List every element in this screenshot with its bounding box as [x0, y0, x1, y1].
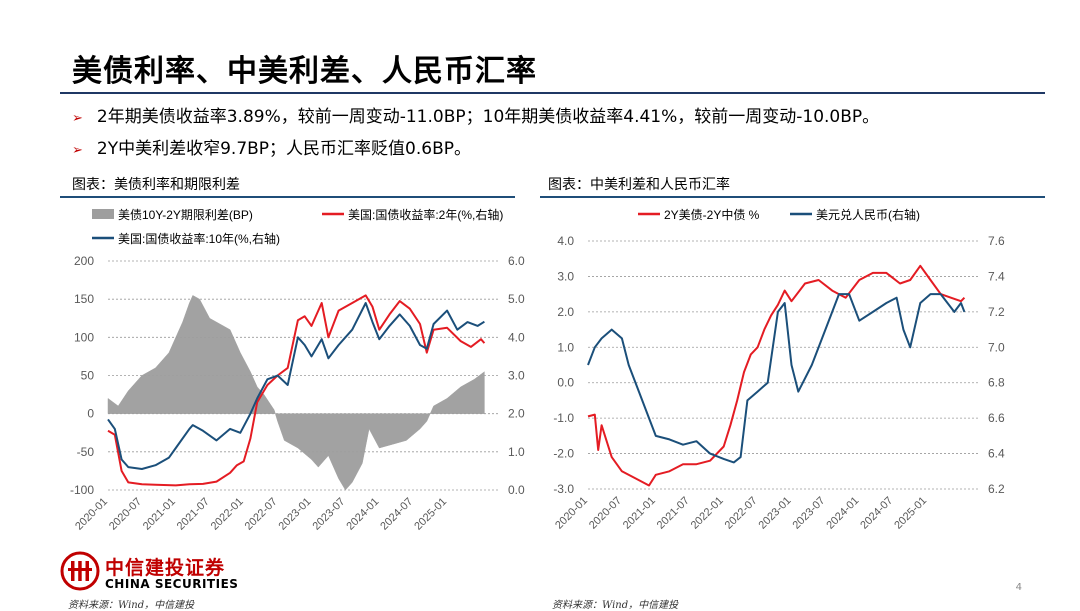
x-axis-tick-label: 2022-01: [689, 495, 726, 532]
legend-label: 美国:国债收益率:10年(%,右轴): [118, 231, 280, 246]
x-axis-tick-label: 2020-07: [107, 496, 144, 533]
series-line-1-0: [587, 264, 966, 487]
series-line-0-1: [107, 294, 486, 487]
right-axis-tick-label: 6.0: [508, 254, 525, 268]
x-axis-tick-label: 2021-01: [141, 496, 178, 533]
left-axis-tick-label: 0: [87, 407, 94, 421]
left-axis-tick-label: -1.0: [553, 411, 574, 425]
series-area-term-spread: [107, 295, 485, 491]
china-securities-logo: [60, 551, 100, 595]
figure-title-right: 图表：中美利差和人民币汇率: [548, 177, 730, 193]
left-axis-tick-label: -100: [70, 483, 94, 497]
right-axis-tick-label: 6.8: [988, 376, 1005, 390]
x-axis-tick-label: 2024-01: [344, 496, 381, 533]
right-axis-tick-label: 7.0: [988, 340, 1005, 354]
figure-rule-left: [60, 196, 515, 198]
logo-text-en: CHINA SECURITIES: [105, 577, 239, 591]
left-axis-tick-label: 100: [74, 330, 94, 344]
x-axis-tick-label: 2022-07: [243, 496, 280, 533]
bullet-arrow-icon: ➢: [72, 111, 83, 126]
figure-title-left: 图表：美债利率和期限利差: [72, 177, 240, 193]
x-axis-tick-label: 2021-01: [621, 495, 658, 532]
right-axis-tick-label: 7.6: [988, 234, 1005, 248]
page-number: 4: [1015, 582, 1022, 593]
legend-swatch: [92, 209, 114, 219]
x-axis-tick-label: 2020-01: [73, 496, 110, 533]
left-axis-tick-label: -2.0: [553, 447, 574, 461]
legend-label: 美债10Y-2Y期限利差(BP): [118, 208, 253, 222]
title-rule: [60, 92, 1045, 94]
bullet-arrow-icon: ➢: [72, 143, 83, 158]
x-axis-tick-label: 2025-01: [892, 495, 929, 532]
x-axis-tick-label: 2022-01: [209, 496, 246, 533]
right-axis-tick-label: 1.0: [508, 445, 525, 459]
x-axis-tick-label: 2023-01: [757, 495, 794, 532]
x-axis-tick-label: 2022-07: [723, 495, 760, 532]
right-axis-tick-label: 7.2: [988, 305, 1005, 319]
left-axis-tick-label: 150: [74, 292, 94, 306]
source-note-left: 资料来源：Wind，中信建投: [68, 600, 195, 611]
right-axis-tick-label: 4.0: [508, 330, 525, 344]
right-axis-tick-label: 6.6: [988, 411, 1005, 425]
bullet-text: 2年期美债收益率3.89%，较前一周变动-11.0BP；10年期美债收益率4.4…: [96, 107, 880, 127]
left-axis-tick-label: 3.0: [557, 269, 574, 283]
bullet-item: ➢ 2Y中美利差收窄9.7BP；人民币汇率贬值0.6BP。: [72, 134, 471, 159]
x-axis-tick-label: 2021-07: [175, 496, 212, 533]
source-note-right: 资料来源：Wind，中信建投: [552, 600, 679, 611]
left-axis-tick-label: 2.0: [557, 305, 574, 319]
right-axis-tick-label: 7.4: [988, 269, 1005, 283]
x-axis-tick-label: 2023-07: [310, 496, 347, 533]
right-axis-tick-label: 6.2: [988, 482, 1005, 496]
left-axis-tick-label: 4.0: [557, 234, 574, 248]
right-axis-tick-label: 2.0: [508, 407, 525, 421]
bullet-text: 2Y中美利差收窄9.7BP；人民币汇率贬值0.6BP。: [96, 139, 472, 159]
left-axis-tick-label: -50: [77, 445, 95, 459]
x-axis-tick-label: 2024-07: [858, 495, 895, 532]
left-axis-tick-label: 50: [81, 369, 95, 383]
x-axis-tick-label: 2020-01: [553, 495, 590, 532]
right-axis-tick-label: 0.0: [508, 483, 525, 497]
x-axis-tick-label: 2024-01: [824, 495, 861, 532]
right-axis-tick-label: 3.0: [508, 369, 525, 383]
series-line-1-1: [587, 293, 966, 464]
left-axis-tick-label: 200: [74, 254, 94, 268]
left-axis-tick-label: 1.0: [557, 340, 574, 354]
page-title: 美债利率、中美利差、人民币汇率: [72, 54, 537, 89]
right-axis-tick-label: 5.0: [508, 292, 525, 306]
logo-text-cn: 中信建投证券: [105, 557, 226, 579]
legend-label: 2Y美债-2Y中债 %: [664, 207, 760, 222]
x-axis-tick-label: 2025-01: [412, 496, 449, 533]
legend-label: 美元兑人民币(右轴): [816, 207, 920, 222]
legend-label: 美国:国债收益率:2年(%,右轴): [348, 207, 503, 222]
x-axis-tick-label: 2023-01: [277, 496, 314, 533]
x-axis-tick-label: 2021-07: [655, 495, 692, 532]
right-axis-tick-label: 6.4: [988, 447, 1005, 461]
left-axis-tick-label: -3.0: [553, 482, 574, 496]
x-axis-tick-label: 2020-07: [587, 495, 624, 532]
x-axis-tick-label: 2024-07: [378, 496, 415, 533]
x-axis-tick-label: 2023-07: [790, 495, 827, 532]
left-axis-tick-label: 0.0: [557, 376, 574, 390]
figure-rule-right: [540, 196, 1045, 198]
series-line-0-2: [107, 302, 485, 470]
bullet-item: ➢ 2年期美债收益率3.89%，较前一周变动-11.0BP；10年期美债收益率4.…: [72, 102, 879, 127]
